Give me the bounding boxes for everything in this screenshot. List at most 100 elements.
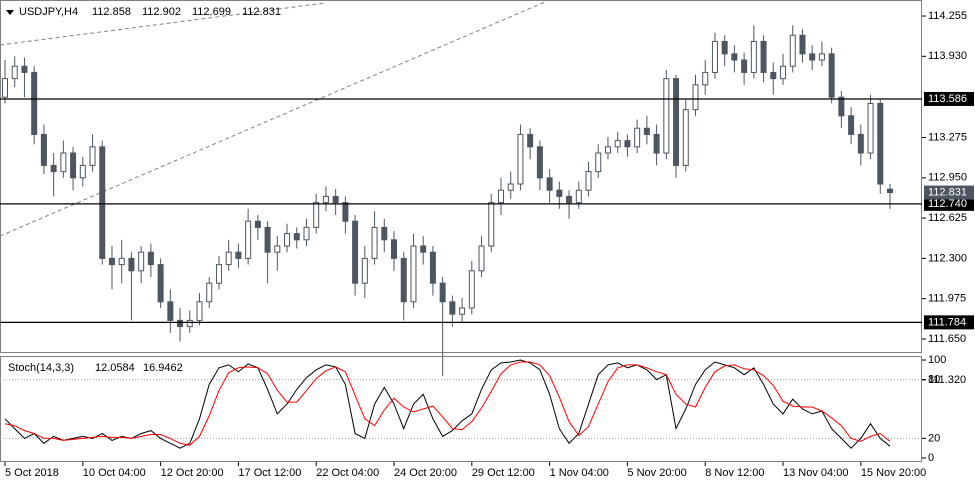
stoch-panel-frame: [0, 356, 922, 462]
candle-body: [322, 195, 329, 204]
candle-body: [196, 301, 203, 321]
candle-body: [352, 220, 359, 284]
candle-body: [867, 102, 874, 154]
candle-body: [225, 251, 232, 266]
x-tick-label: 10 Oct 04:00: [83, 467, 146, 479]
candle-body: [118, 257, 125, 266]
level-label: 111.784: [928, 316, 966, 328]
candle-body: [887, 188, 893, 194]
candle-body: [108, 257, 115, 266]
candle-body: [186, 319, 193, 328]
candle-body: [167, 301, 174, 321]
candle-body: [99, 146, 106, 259]
candle-body: [575, 189, 582, 204]
candle-body: [673, 78, 680, 166]
candle-body: [556, 189, 563, 197]
candle-body: [177, 319, 184, 328]
y-tick-label: 0: [928, 452, 934, 464]
candle-body: [527, 133, 534, 148]
candle-body: [497, 189, 504, 204]
candle-body: [741, 59, 748, 73]
main-panel-frame: [0, 0, 922, 353]
candle-body: [517, 133, 524, 185]
y-tick-label: 111.320: [928, 374, 966, 386]
x-tick-label: 24 Oct 20:00: [394, 467, 457, 479]
candle-body: [750, 40, 757, 73]
quote-value: 112.699: [192, 6, 231, 18]
candle-body: [342, 202, 349, 222]
candle-body: [682, 109, 689, 166]
candle-body: [400, 257, 407, 303]
candle-body: [789, 34, 796, 67]
indicator-value: 16.9462: [143, 362, 183, 374]
candle-body: [31, 71, 38, 135]
candle-body: [449, 301, 456, 315]
y-tick-label: 20: [928, 432, 940, 444]
candle-body: [838, 96, 845, 117]
stoch-line: [4, 359, 891, 449]
x-tick-label: 15 Nov 20:00: [861, 467, 926, 479]
candle-body: [128, 257, 135, 272]
candle-body: [721, 40, 728, 55]
candle-body: [371, 226, 378, 259]
candle-body: [264, 226, 271, 253]
candle-body: [79, 164, 86, 179]
candle-body: [70, 152, 77, 179]
candle-body: [507, 183, 514, 191]
candle-body: [40, 133, 47, 166]
trend-line: [0, 2, 326, 46]
candle-body: [147, 251, 154, 266]
symbol: USDJPY,H4: [19, 6, 78, 18]
candle-body: [536, 146, 543, 179]
candle-body: [420, 245, 427, 253]
candle-body: [488, 202, 495, 247]
y-tick-label: 100: [928, 354, 946, 366]
candle-body: [711, 40, 718, 73]
candle-body: [818, 53, 825, 61]
level-label: 112.740: [928, 198, 967, 210]
candle-body: [11, 65, 18, 80]
candle-body: [303, 226, 310, 241]
quote-value: 112.902: [142, 6, 181, 18]
y-tick-label: 80: [928, 374, 940, 386]
candle-body: [634, 127, 641, 148]
candle-body: [89, 146, 96, 166]
candle-body: [585, 171, 592, 191]
x-tick-label: 8 Nov 12:00: [705, 467, 764, 479]
indicator-title: Stoch(14,3,3): [8, 362, 74, 374]
y-tick-label: 114.255: [928, 10, 967, 22]
y-tick-label: 113.930: [928, 50, 967, 62]
y-tick-label: 112.950: [928, 172, 967, 184]
level-label-bg: [924, 196, 974, 211]
candle-body: [410, 245, 417, 303]
last-price-bg: [924, 185, 974, 200]
candle-body: [50, 164, 57, 173]
candle-body: [809, 53, 816, 61]
candle-body: [2, 78, 8, 98]
candle-body: [21, 65, 28, 73]
x-tick-label: 17 Oct 12:00: [238, 467, 301, 479]
candle-body: [595, 152, 602, 173]
candle-body: [332, 195, 339, 204]
candle-body: [566, 195, 573, 204]
y-tick-label: 113.275: [928, 131, 967, 143]
candle-body: [799, 34, 806, 55]
candle-body: [731, 53, 738, 61]
candle-body: [780, 65, 787, 80]
candle-body: [293, 233, 300, 241]
x-tick-label: 12 Oct 20:00: [161, 467, 224, 479]
candle-body: [877, 102, 884, 185]
candle-body: [702, 71, 709, 86]
candle-body: [157, 264, 164, 303]
candle-body: [692, 84, 699, 111]
x-tick-label: 1 Nov 04:00: [550, 467, 609, 479]
y-tick-label: 111.975: [928, 293, 966, 305]
x-tick-label: 5 Oct 2018: [5, 467, 59, 479]
y-tick-label: 111.650: [928, 333, 966, 345]
level-label-bg: [924, 315, 974, 330]
trend-line: [0, 1, 546, 237]
x-tick-label: 29 Oct 12:00: [472, 467, 535, 479]
candle-body: [245, 220, 252, 259]
quote-value: 112.831: [242, 6, 281, 18]
